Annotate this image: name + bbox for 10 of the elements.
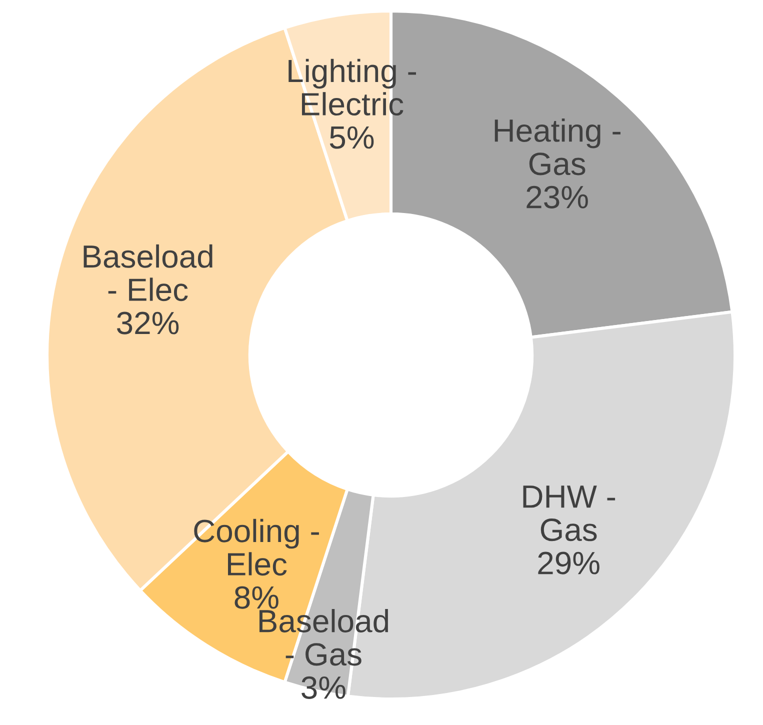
data-label: 32%	[117, 312, 179, 334]
data-label: 29%	[538, 552, 600, 574]
slice-label: Heating - Gas	[494, 118, 620, 176]
data-label: 8%	[234, 586, 278, 609]
slice-label: Baseload - Elec	[84, 244, 212, 302]
data-label: 5%	[330, 126, 374, 149]
data-label: 23%	[526, 186, 588, 208]
slice-label: DHW - Gas	[523, 486, 616, 542]
slice-label: Lighting - Electric	[288, 58, 416, 116]
data-label: 3%	[302, 676, 346, 699]
